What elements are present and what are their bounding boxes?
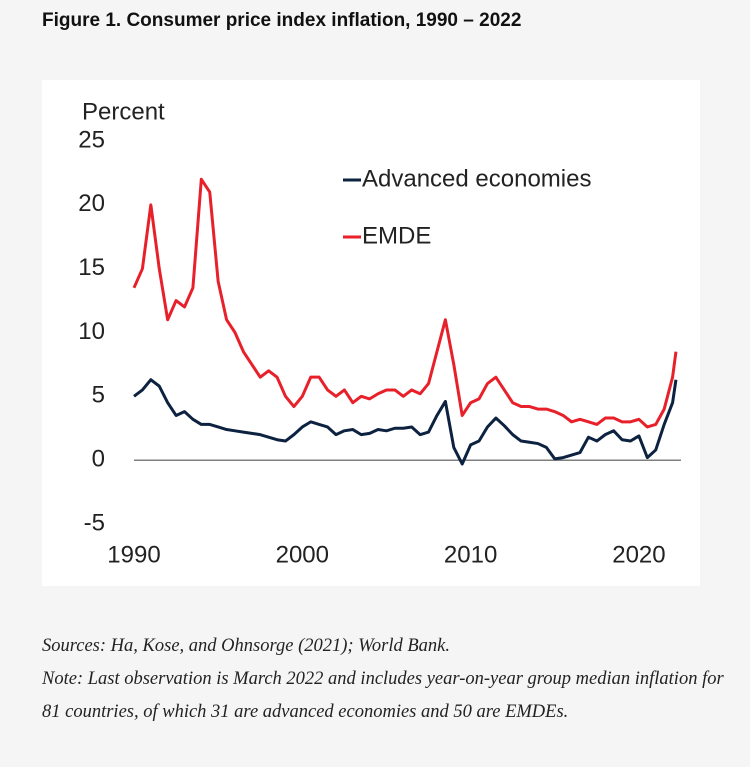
y-tick-label: -5 — [84, 509, 105, 536]
note: Note: Last observation is March 2022 and… — [42, 669, 724, 722]
y-axis-label: Percent — [82, 98, 165, 125]
legend-label: Advanced economies — [362, 165, 591, 192]
y-tick-label: 20 — [78, 190, 105, 217]
y-tick-label: 0 — [92, 446, 105, 473]
y-tick-label: 25 — [78, 126, 105, 153]
legend-label: EMDE — [362, 222, 431, 249]
y-tick-label: 10 — [78, 318, 105, 345]
sources: Sources: Ha, Kose, and Ohnsorge (2021); … — [42, 636, 450, 656]
x-tick-label: 2020 — [612, 541, 665, 568]
x-tick-label: 2010 — [444, 541, 497, 568]
y-tick-label: 5 — [92, 382, 105, 409]
chart-title: Figure 1. Consumer price index inflation… — [42, 10, 522, 31]
x-tick-label: 2000 — [276, 541, 329, 568]
y-tick-label: 15 — [78, 254, 105, 281]
series-line — [133, 378, 678, 466]
chart-panel — [42, 80, 700, 586]
x-tick-label: 1990 — [107, 541, 160, 568]
chart: Percent -5 0 5 10 15 20 25 1990 2000 2010 2020 Adva… — [42, 80, 700, 586]
series-line — [132, 177, 678, 429]
